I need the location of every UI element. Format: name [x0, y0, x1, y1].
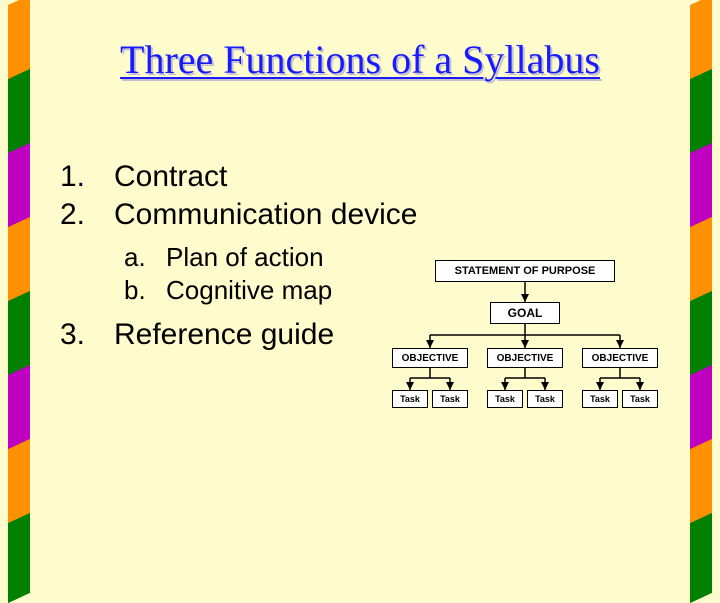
diagram-box-task: Task	[487, 390, 523, 408]
diagram-box-objective: OBJECTIVE	[582, 348, 658, 368]
list-text: Reference guide	[114, 318, 334, 352]
diagram-box-task: Task	[622, 390, 658, 408]
list-text: Communication device	[114, 198, 417, 232]
border-shape	[8, 513, 30, 603]
list-item: 2. Communication device	[60, 198, 417, 232]
diagram-box-objective: OBJECTIVE	[392, 348, 468, 368]
diagram-box-goal: GOAL	[490, 302, 560, 324]
slide-title: Three Functions of a Syllabus	[0, 36, 720, 83]
sub-list-item: b. Cognitive map	[124, 275, 417, 306]
diagram-box-objective: OBJECTIVE	[487, 348, 563, 368]
list-text: Contract	[114, 160, 227, 194]
list-number: 1.	[60, 160, 114, 194]
list-number: 3.	[60, 318, 114, 352]
list-item: 1. Contract	[60, 160, 417, 194]
list-number: 2.	[60, 198, 114, 232]
sub-list: a. Plan of action b. Cognitive map	[124, 242, 417, 306]
border-shape	[690, 513, 712, 603]
sub-list-number: b.	[124, 275, 166, 306]
diagram-box-task: Task	[392, 390, 428, 408]
border-left	[8, 0, 30, 592]
sub-list-item: a. Plan of action	[124, 242, 417, 273]
list-item: 3. Reference guide	[60, 318, 417, 352]
diagram-box-task: Task	[582, 390, 618, 408]
diagram-box-task: Task	[527, 390, 563, 408]
sub-list-text: Cognitive map	[166, 275, 332, 306]
border-right	[690, 0, 712, 592]
diagram-box-statement: STATEMENT OF PURPOSE	[435, 260, 615, 282]
sub-list-number: a.	[124, 242, 166, 273]
content-list: 1. Contract 2. Communication device a. P…	[60, 160, 417, 356]
diagram-box-task: Task	[432, 390, 468, 408]
sub-list-text: Plan of action	[166, 242, 324, 273]
hierarchy-diagram: STATEMENT OF PURPOSE GOAL OBJECTIVE OBJE…	[380, 260, 670, 430]
